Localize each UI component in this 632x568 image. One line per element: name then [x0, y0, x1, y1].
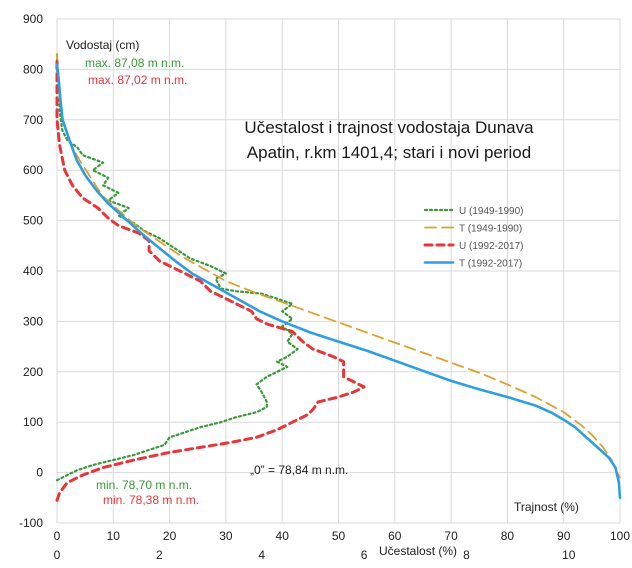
chart-title-line-2: Apatin, r.km 1401,4; stari i novi period: [247, 143, 531, 162]
series-line-3: [55, 63, 622, 500]
x-tick-label: 0: [54, 529, 61, 543]
legend-label: U (1949-1990): [459, 206, 523, 217]
legend: U (1949-1990) T (1949-1990) U (1992-2017) T…: [423, 206, 523, 270]
x-tick-label: 80: [501, 529, 515, 543]
annotation-zero: „0” = 78,84 m n.m.: [250, 463, 348, 477]
x-tick-label: 70: [444, 529, 458, 543]
x2-tick-label: 4: [258, 548, 265, 562]
x-tick-label: 100: [610, 529, 630, 543]
y-tick-label: 300: [23, 314, 43, 328]
y-tick-label: 900: [23, 12, 43, 26]
annotation-max-new: max. 87,02 m n.m.: [88, 73, 187, 87]
x-tick-label: 60: [388, 529, 402, 543]
series-line-0: [55, 53, 299, 482]
legend-label: T (1992-2017): [459, 259, 522, 270]
x2-tick-label: 6: [361, 548, 368, 562]
y-tick-label: 200: [23, 365, 43, 379]
x2-tick-label: 10: [562, 548, 576, 562]
annotation-max-old: max. 87,08 m n.m.: [85, 56, 184, 70]
x-tick-label: 40: [276, 529, 290, 543]
series-line-1: [56, 53, 621, 479]
legend-label: U (1992-2017): [459, 241, 523, 252]
x-tick-label: 50: [332, 529, 346, 543]
x2-tick-label: 8: [463, 548, 470, 562]
y-tick-label: 400: [23, 264, 43, 278]
y-tick-label: 600: [23, 163, 43, 177]
legend-label: T (1949-1990): [459, 224, 522, 235]
x-tick-label: 30: [219, 529, 233, 543]
x-axis-label-secondary: Učestalost (%): [379, 544, 457, 558]
annotation-min-new: min. 78,38 m n.m.: [103, 493, 199, 507]
x-tick-label: 20: [163, 529, 177, 543]
y-tick-label: 800: [23, 62, 43, 76]
y-tick-label: 500: [23, 214, 43, 228]
y-axis-label: Vodostaj (cm): [66, 38, 139, 52]
x-tick-label: 90: [557, 529, 571, 543]
annotation-min-old: min. 78,70 m n.m.: [96, 478, 192, 492]
y-tick-label: 700: [23, 113, 43, 127]
chart-title-line-1: Učestalost i trajnost vodostaja Dunava: [244, 118, 534, 137]
y-tick-label: 100: [23, 415, 43, 429]
series-line-2: [55, 57, 366, 502]
y-tick-label: 0: [36, 466, 43, 480]
x-tick-label: 10: [107, 529, 121, 543]
x-axis-label-primary: Trajnost (%): [514, 500, 579, 514]
x2-tick-label: 0: [54, 548, 61, 562]
x2-tick-label: 2: [156, 548, 163, 562]
y-tick-label: -100: [19, 516, 43, 530]
